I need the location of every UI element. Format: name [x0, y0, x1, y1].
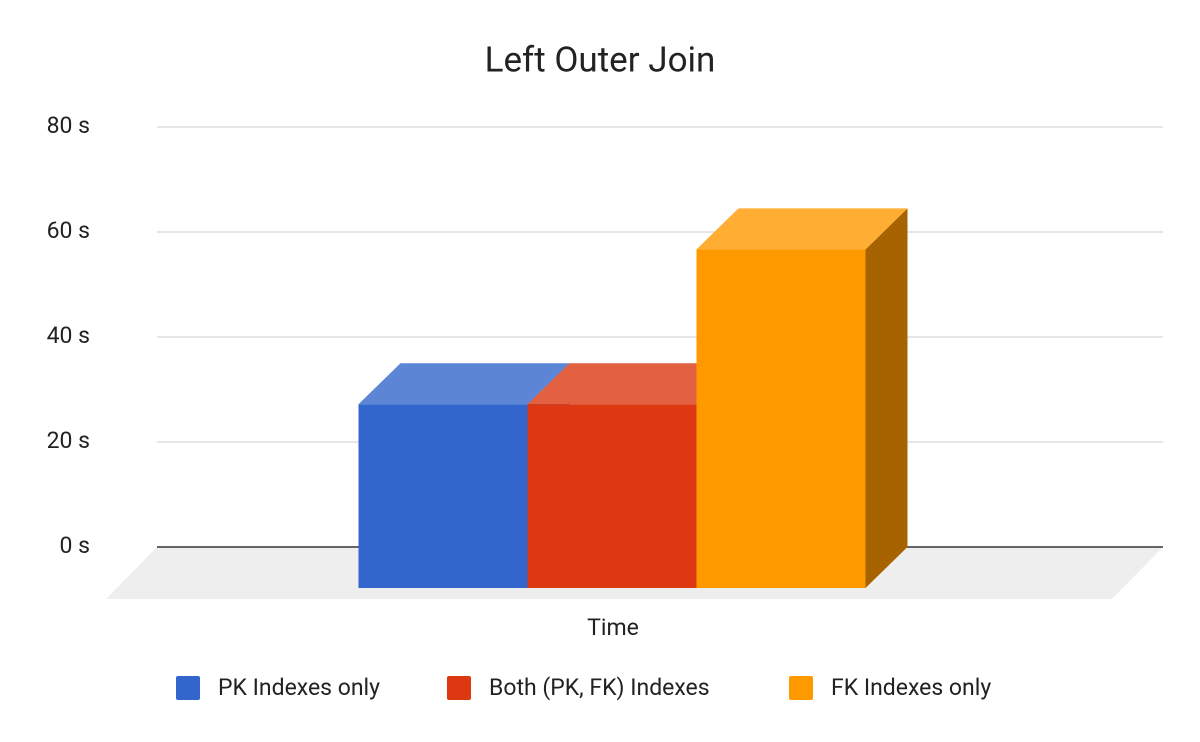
legend-label: Both (PK, FK) Indexes: [489, 674, 710, 701]
x-axis-label: Time: [587, 614, 639, 641]
legend-swatch: [789, 676, 813, 700]
y-tick-label: 80 s: [47, 112, 90, 139]
legend-label: PK Indexes only: [218, 674, 380, 701]
y-tick-label: 40 s: [47, 322, 90, 349]
y-tick-label: 60 s: [47, 217, 90, 244]
bar-top: [696, 208, 908, 250]
legend-swatch: [176, 676, 200, 700]
chart-title: Left Outer Join: [485, 39, 716, 80]
bar: [696, 249, 866, 588]
bar-top: [527, 363, 739, 405]
bar: [527, 404, 697, 588]
bar: [358, 404, 528, 588]
legend-swatch: [447, 676, 471, 700]
y-tick-label: 20 s: [47, 427, 90, 454]
bar-top: [358, 363, 570, 405]
y-tick-label: 0 s: [59, 532, 90, 559]
legend-label: FK Indexes only: [831, 674, 991, 701]
bar-side: [865, 208, 908, 588]
